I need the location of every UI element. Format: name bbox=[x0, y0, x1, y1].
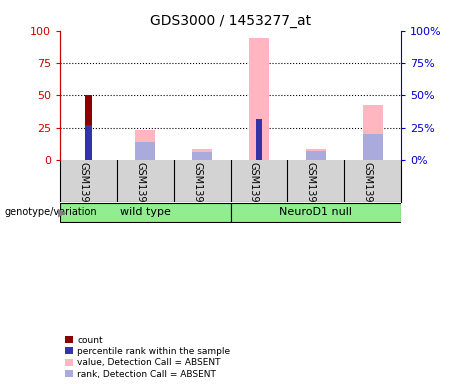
Text: genotype/variation: genotype/variation bbox=[5, 207, 97, 217]
Text: wild type: wild type bbox=[120, 207, 171, 217]
Text: GSM139986: GSM139986 bbox=[249, 162, 259, 221]
Bar bbox=[85, 125, 92, 160]
Bar bbox=[135, 131, 155, 160]
Legend: count, percentile rank within the sample, value, Detection Call = ABSENT, rank, : count, percentile rank within the sample… bbox=[65, 335, 231, 379]
Text: GSM139984: GSM139984 bbox=[135, 162, 145, 221]
Text: ▶: ▶ bbox=[58, 207, 66, 217]
Bar bbox=[249, 38, 269, 160]
Text: NeuroD1 null: NeuroD1 null bbox=[279, 207, 352, 217]
Text: GSM139988: GSM139988 bbox=[363, 162, 372, 221]
Bar bbox=[255, 119, 262, 160]
Bar bbox=[192, 152, 212, 160]
Bar bbox=[135, 142, 155, 160]
Text: GSM139987: GSM139987 bbox=[306, 162, 316, 221]
Bar bbox=[230, 204, 401, 222]
Bar bbox=[85, 96, 92, 160]
Bar bbox=[363, 104, 383, 160]
Bar bbox=[363, 134, 383, 160]
Title: GDS3000 / 1453277_at: GDS3000 / 1453277_at bbox=[150, 14, 311, 28]
Text: GSM139985: GSM139985 bbox=[192, 162, 202, 221]
Bar bbox=[306, 151, 326, 160]
Bar bbox=[192, 149, 212, 160]
Text: GSM139983: GSM139983 bbox=[78, 162, 89, 221]
Bar bbox=[306, 149, 326, 160]
Bar bbox=[60, 204, 230, 222]
